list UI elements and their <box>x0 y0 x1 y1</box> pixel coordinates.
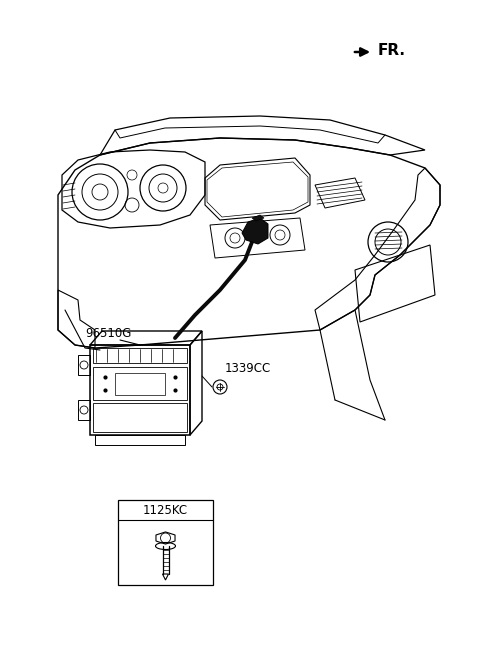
Polygon shape <box>242 218 268 244</box>
Text: 1339CC: 1339CC <box>225 362 271 375</box>
Polygon shape <box>252 215 264 221</box>
Text: 96510G: 96510G <box>85 327 132 340</box>
Text: 1125KC: 1125KC <box>143 504 188 516</box>
Bar <box>118 500 213 585</box>
Text: FR.: FR. <box>378 43 406 58</box>
